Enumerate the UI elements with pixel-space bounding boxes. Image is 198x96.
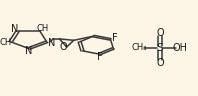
Text: O: O xyxy=(156,28,164,38)
Text: N: N xyxy=(25,46,32,56)
Text: S: S xyxy=(157,43,163,53)
Text: O: O xyxy=(59,42,67,52)
Text: OH: OH xyxy=(173,43,188,53)
Text: F: F xyxy=(112,33,118,43)
Text: CH: CH xyxy=(0,38,12,47)
Text: O: O xyxy=(156,58,164,68)
Text: CH: CH xyxy=(37,24,49,33)
Text: N: N xyxy=(11,24,18,34)
Text: N: N xyxy=(48,38,55,48)
Text: F: F xyxy=(97,52,103,62)
Text: CH₃: CH₃ xyxy=(132,43,148,53)
